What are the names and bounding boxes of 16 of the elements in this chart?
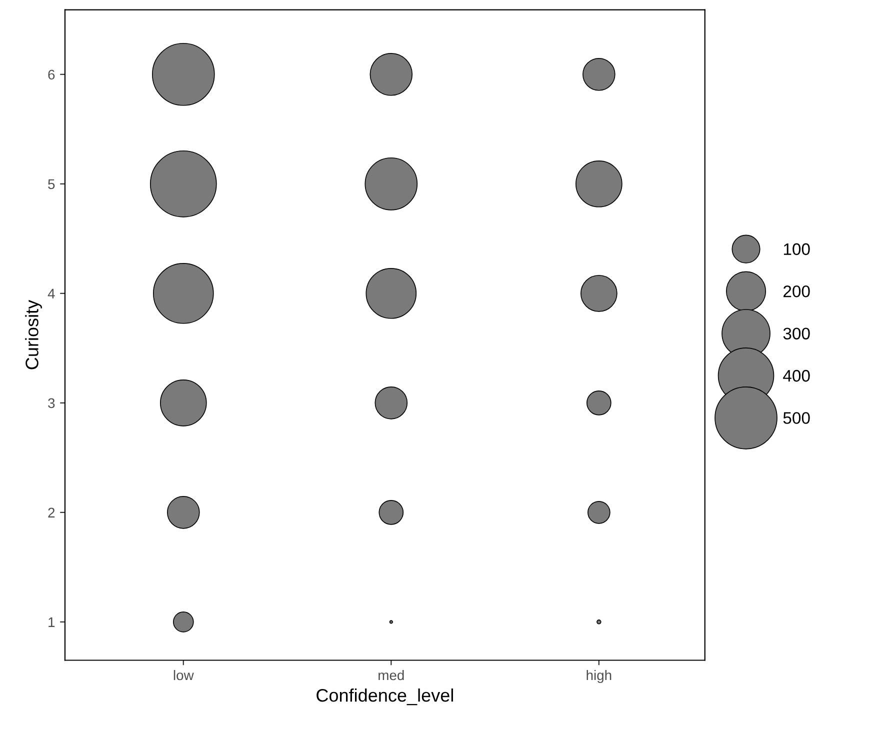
y-tick-label: 3 xyxy=(48,398,55,408)
y-tick-label: 2 xyxy=(48,508,55,518)
legend-label: 200 xyxy=(784,285,810,298)
y-tick-label: 6 xyxy=(48,70,55,80)
legend-label: 100 xyxy=(784,243,810,256)
y-tick-label: 5 xyxy=(48,179,55,190)
x-tick-label: med xyxy=(378,670,404,680)
legend-label: 300 xyxy=(783,328,810,340)
x-tick-label: low xyxy=(174,670,194,680)
y-tick-label: 1 xyxy=(48,617,55,627)
x-axis-title: Confidence_level xyxy=(316,688,453,706)
legend-label: 500 xyxy=(783,412,810,424)
y-axis-title: Curiosity xyxy=(25,300,42,370)
legend-label: 400 xyxy=(783,370,810,382)
x-tick-label: high xyxy=(586,670,612,683)
y-tick-label: 4 xyxy=(48,288,55,298)
